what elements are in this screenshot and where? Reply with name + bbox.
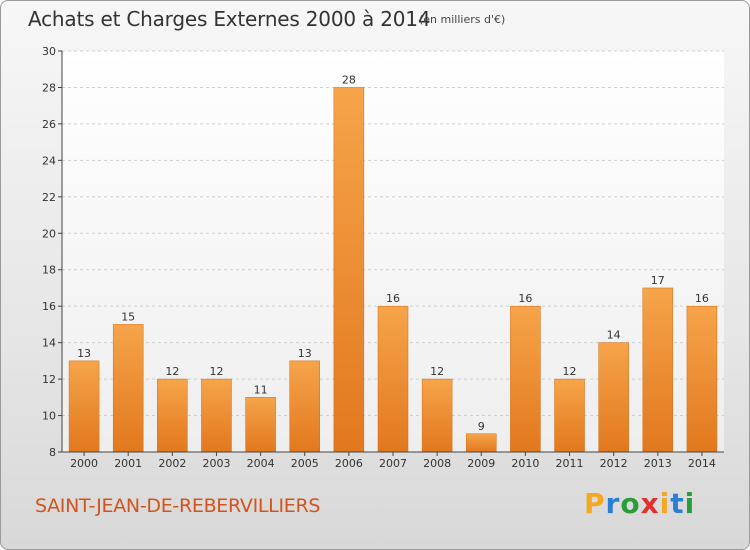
y-tick-label: 12 xyxy=(42,373,56,386)
value-label-2014: 16 xyxy=(695,292,709,305)
bar-2009[interactable] xyxy=(466,433,497,453)
y-tick-label: 14 xyxy=(42,337,56,350)
value-label-2003: 12 xyxy=(209,365,223,378)
bar-2006[interactable] xyxy=(333,87,365,453)
y-tick-label: 28 xyxy=(42,81,56,94)
x-tick-label-2003: 2003 xyxy=(202,457,230,470)
bar-2005[interactable] xyxy=(289,360,320,453)
bar-2013[interactable] xyxy=(642,287,674,453)
y-tick-label: 22 xyxy=(42,191,56,204)
value-label-2008: 12 xyxy=(430,365,444,378)
x-tick-label-2005: 2005 xyxy=(291,457,319,470)
bars-group: 13 15 12 12 11 13 28 16 12 9 16 12 14 17 16 xyxy=(68,73,718,453)
x-tick-label-2010: 2010 xyxy=(511,457,539,470)
chart-unit: (en milliers d'€) xyxy=(419,13,506,26)
value-label-2006: 28 xyxy=(342,73,356,86)
value-label-2013: 17 xyxy=(651,274,665,287)
x-tick-label-2013: 2013 xyxy=(644,457,672,470)
value-label-2004: 11 xyxy=(254,383,268,396)
x-tick-label-2004: 2004 xyxy=(247,457,275,470)
logo-letter: P xyxy=(584,487,606,520)
value-label-2009: 9 xyxy=(478,420,485,433)
bar-2003[interactable] xyxy=(201,378,232,453)
logo-letter: x xyxy=(640,487,660,520)
bar-2010[interactable] xyxy=(510,305,541,453)
bar-2000[interactable] xyxy=(68,360,100,453)
y-tick-label: 26 xyxy=(42,118,56,131)
value-label-2012: 14 xyxy=(607,329,621,342)
logo-letter: i xyxy=(659,487,671,520)
bar-2001[interactable] xyxy=(112,324,144,453)
value-label-2001: 15 xyxy=(121,310,135,323)
bar-2011[interactable] xyxy=(554,378,585,453)
y-tick-label: 10 xyxy=(42,410,56,423)
x-tick-label-2012: 2012 xyxy=(600,457,628,470)
x-tick-label-2007: 2007 xyxy=(379,457,407,470)
logo-letter: i xyxy=(684,487,696,520)
commune-name: SAINT-JEAN-DE-REBERVILLIERS xyxy=(35,495,321,517)
logo-letter: o xyxy=(620,487,641,520)
chart-title: Achats et Charges Externes 2000 à 2014 xyxy=(28,7,431,31)
bar-2014[interactable] xyxy=(686,305,718,453)
bar-2004[interactable] xyxy=(245,397,276,453)
value-label-2010: 16 xyxy=(518,292,532,305)
value-label-2000: 13 xyxy=(77,347,91,360)
y-tick-label: 24 xyxy=(42,154,56,167)
logo-letter: r xyxy=(605,487,621,520)
x-tick-label-2000: 2000 xyxy=(70,457,98,470)
x-tick-label-2006: 2006 xyxy=(335,457,363,470)
x-axis-ticks: 2000 2001 2002 2003 2004 2005 2006 2007 2008 2009… xyxy=(70,452,716,470)
bar-2012[interactable] xyxy=(598,342,629,453)
value-label-2007: 16 xyxy=(386,292,400,305)
y-tick-label: 18 xyxy=(42,264,56,277)
logo-letter: t xyxy=(670,487,685,520)
y-tick-label: 16 xyxy=(42,300,56,313)
value-label-2005: 13 xyxy=(298,347,312,360)
x-tick-label-2008: 2008 xyxy=(423,457,451,470)
bar-2007[interactable] xyxy=(377,305,409,453)
y-tick-label: 30 xyxy=(42,45,56,58)
bar-2002[interactable] xyxy=(157,378,188,453)
bar-2008[interactable] xyxy=(421,378,453,453)
x-tick-label-2002: 2002 xyxy=(158,457,186,470)
x-tick-label-2009: 2009 xyxy=(467,457,495,470)
value-label-2002: 12 xyxy=(165,365,179,378)
y-axis-ticks: 8 10 12 14 16 18 20 22 24 26 28 30 xyxy=(42,45,62,459)
value-label-2011: 12 xyxy=(563,365,577,378)
y-tick-label: 20 xyxy=(42,227,56,240)
proxiti-logo[interactable]: Proxiti xyxy=(584,487,695,520)
x-tick-label-2014: 2014 xyxy=(688,457,716,470)
x-tick-label-2001: 2001 xyxy=(114,457,142,470)
x-tick-label-2011: 2011 xyxy=(556,457,584,470)
y-tick-label: 8 xyxy=(49,446,56,459)
